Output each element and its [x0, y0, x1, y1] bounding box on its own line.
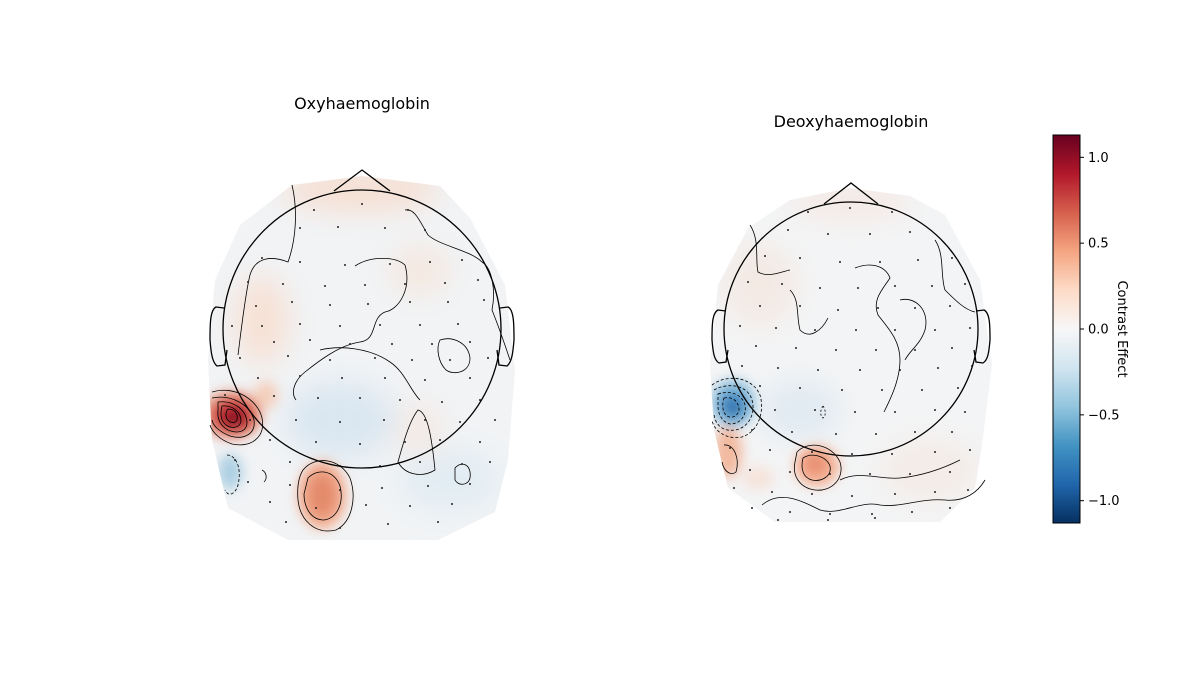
deoxy-sensors [729, 207, 973, 521]
colorbar-tick-label: −1.0 [1088, 494, 1120, 509]
oxy-title: Oxyhaemoglobin [294, 94, 430, 113]
colorbar-gradient [1052, 134, 1081, 524]
colorbar-ticks: 1.0 0.5 0.0 −0.5 −1.0 [1080, 151, 1120, 509]
deoxyhaemoglobin-topomap: Deoxyhaemoglobin [710, 112, 992, 522]
colorbar-tick-label: 0.0 [1088, 323, 1109, 338]
colorbar-label: Contrast Effect [1114, 280, 1129, 377]
colorbar: 1.0 0.5 0.0 −0.5 −1.0 Contrast Effect [1052, 134, 1129, 524]
deoxy-contours [711, 224, 986, 512]
deoxy-head-outline [711, 182, 991, 457]
colorbar-tick-label: 0.5 [1088, 237, 1109, 252]
oxy-head-outline [209, 169, 515, 469]
deoxy-field [710, 188, 992, 522]
colorbar-tick-label: 1.0 [1088, 151, 1109, 166]
oxyhaemoglobin-topomap: Oxyhaemoglobin [208, 94, 515, 540]
colorbar-tick-label: −0.5 [1088, 408, 1120, 423]
oxy-field [208, 176, 515, 540]
oxy-contours [209, 184, 511, 532]
deoxy-title: Deoxyhaemoglobin [774, 112, 929, 131]
oxy-sensors [224, 203, 496, 529]
